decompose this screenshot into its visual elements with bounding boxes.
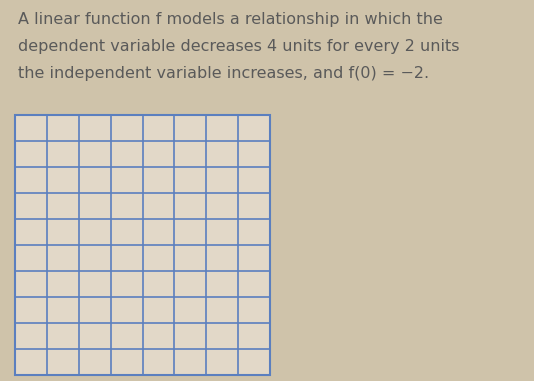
Text: dependent variable decreases 4 units for every 2 units: dependent variable decreases 4 units for… [18, 39, 459, 54]
Text: A linear function f models a relationship in which the: A linear function f models a relationshi… [18, 12, 443, 27]
Text: the independent variable increases, and f(0) = −2.: the independent variable increases, and … [18, 66, 429, 81]
Bar [15, 115, 270, 375]
